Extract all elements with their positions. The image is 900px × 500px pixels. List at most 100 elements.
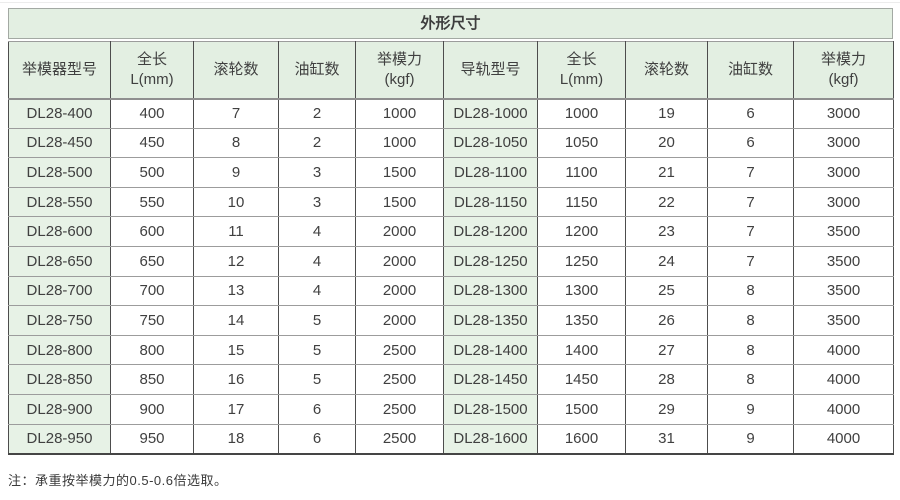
value-cell: 3000 [793, 187, 894, 218]
value-cell: 8 [707, 364, 794, 395]
value-cell: 2000 [355, 216, 444, 247]
table-row: DL28-800 800 15 5 2500 DL28-1400 1400 27 8 4000 [8, 335, 894, 366]
value-cell: 1000 [355, 98, 444, 129]
model-cell: DL28-1500 [443, 394, 538, 425]
value-cell: 8 [707, 305, 794, 336]
value-cell: 3 [278, 187, 356, 218]
value-cell: 2000 [355, 276, 444, 307]
model-cell: DL28-1200 [443, 216, 538, 247]
value-cell: 800 [110, 335, 194, 366]
value-cell: 1000 [355, 128, 444, 159]
spec-sheet-content: 外形尺寸 举模器型号 全长 L(mm) 滚轮数 油缸数 举模力 (kgf) 导轨型号 全长 … [8, 8, 894, 489]
value-cell: 21 [625, 157, 708, 188]
value-cell: 4 [278, 246, 356, 277]
value-cell: 4000 [793, 364, 894, 395]
value-cell: 25 [625, 276, 708, 307]
value-cell: 950 [110, 424, 194, 455]
value-cell: 5 [278, 305, 356, 336]
value-cell: 10 [193, 187, 279, 218]
column-header: 全长 L(mm) [110, 41, 194, 100]
value-cell: 2500 [355, 424, 444, 455]
value-cell: 1250 [537, 246, 626, 277]
model-cell: DL28-1350 [443, 305, 538, 336]
value-cell: 2 [278, 128, 356, 159]
value-cell: 26 [625, 305, 708, 336]
table-row: DL28-700 700 13 4 2000 DL28-1300 1300 25 8 3500 [8, 276, 894, 307]
table-row: DL28-650 650 12 4 2000 DL28-1250 1250 24 7 3500 [8, 246, 894, 277]
value-cell: 400 [110, 98, 194, 129]
value-cell: 5 [278, 335, 356, 366]
column-header: 举模器型号 [8, 41, 111, 100]
model-cell: DL28-1250 [443, 246, 538, 277]
model-cell: DL28-1150 [443, 187, 538, 218]
table-row: DL28-400 400 7 2 1000 DL28-1000 1000 19 6 3000 [8, 98, 894, 129]
value-cell: 900 [110, 394, 194, 425]
value-cell: 11 [193, 216, 279, 247]
footnote: 注：承重按举模力的0.5-0.6倍选取。 [8, 472, 228, 488]
value-cell: 3 [278, 157, 356, 188]
value-cell: 8 [193, 128, 279, 159]
value-cell: 1100 [537, 157, 626, 188]
value-cell: 29 [625, 394, 708, 425]
model-cell: DL28-850 [8, 364, 111, 395]
model-cell: DL28-1100 [443, 157, 538, 188]
value-cell: 16 [193, 364, 279, 395]
header-row: 举模器型号 全长 L(mm) 滚轮数 油缸数 举模力 (kgf) 导轨型号 全长 L(mm)… [8, 41, 894, 100]
value-cell: 28 [625, 364, 708, 395]
value-cell: 22 [625, 187, 708, 218]
value-cell: 4000 [793, 335, 894, 366]
value-cell: 2500 [355, 335, 444, 366]
value-cell: 550 [110, 187, 194, 218]
value-cell: 600 [110, 216, 194, 247]
value-cell: 2000 [355, 246, 444, 277]
value-cell: 3500 [793, 246, 894, 277]
table-title: 外形尺寸 [8, 8, 893, 39]
model-cell: DL28-500 [8, 157, 111, 188]
value-cell: 4 [278, 276, 356, 307]
column-header: 全长 L(mm) [537, 41, 626, 100]
value-cell: 3500 [793, 216, 894, 247]
table-row: DL28-450 450 8 2 1000 DL28-1050 1050 20 6 3000 [8, 128, 894, 159]
value-cell: 700 [110, 276, 194, 307]
value-cell: 2500 [355, 364, 444, 395]
value-cell: 24 [625, 246, 708, 277]
top-divider [0, 2, 900, 3]
table-row: DL28-900 900 17 6 2500 DL28-1500 1500 29 9 4000 [8, 394, 894, 425]
model-cell: DL28-1600 [443, 424, 538, 455]
value-cell: 6 [707, 98, 794, 129]
column-header: 油缸数 [278, 41, 356, 100]
value-cell: 2500 [355, 394, 444, 425]
table-row: DL28-500 500 9 3 1500 DL28-1100 1100 21 7 3000 [8, 157, 894, 188]
value-cell: 1000 [537, 98, 626, 129]
value-cell: 1150 [537, 187, 626, 218]
value-cell: 4000 [793, 394, 894, 425]
value-cell: 14 [193, 305, 279, 336]
value-cell: 4 [278, 216, 356, 247]
model-cell: DL28-1300 [443, 276, 538, 307]
column-header: 举模力 (kgf) [793, 41, 894, 100]
value-cell: 2000 [355, 305, 444, 336]
value-cell: 6 [707, 128, 794, 159]
value-cell: 1300 [537, 276, 626, 307]
value-cell: 1350 [537, 305, 626, 336]
value-cell: 1600 [537, 424, 626, 455]
value-cell: 2 [278, 98, 356, 129]
value-cell: 20 [625, 128, 708, 159]
value-cell: 27 [625, 335, 708, 366]
value-cell: 8 [707, 276, 794, 307]
column-header: 举模力 (kgf) [355, 41, 444, 100]
model-cell: DL28-600 [8, 216, 111, 247]
value-cell: 450 [110, 128, 194, 159]
value-cell: 8 [707, 335, 794, 366]
table-row: DL28-750 750 14 5 2000 DL28-1350 1350 26 8 3500 [8, 305, 894, 336]
value-cell: 23 [625, 216, 708, 247]
model-cell: DL28-450 [8, 128, 111, 159]
value-cell: 3500 [793, 305, 894, 336]
value-cell: 9 [193, 157, 279, 188]
value-cell: 500 [110, 157, 194, 188]
value-cell: 6 [278, 424, 356, 455]
value-cell: 9 [707, 424, 794, 455]
value-cell: 7 [707, 187, 794, 218]
column-header: 滚轮数 [193, 41, 279, 100]
